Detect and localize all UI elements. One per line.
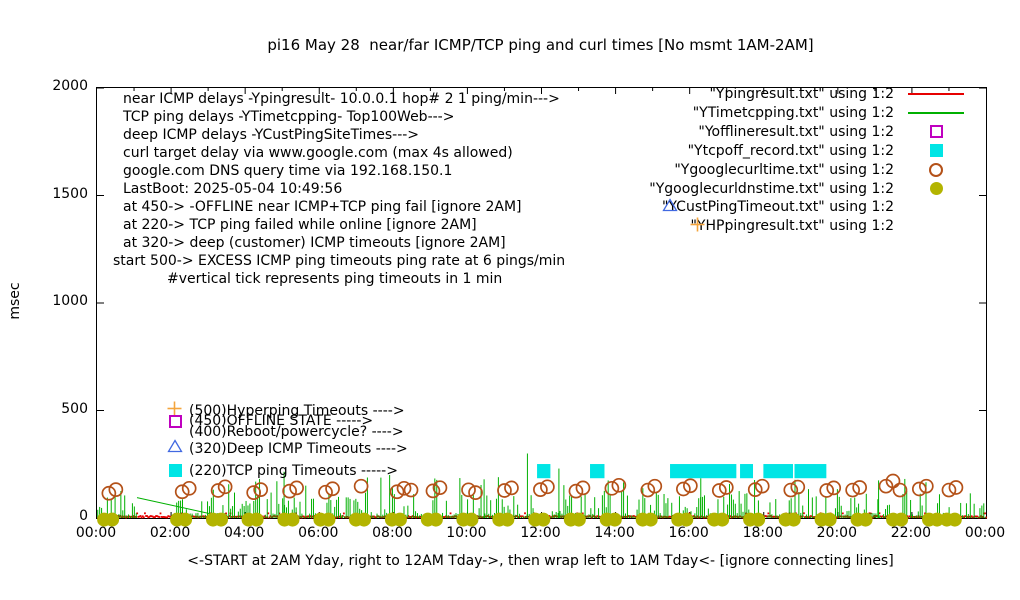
plus-orange-icon <box>167 401 182 415</box>
series-tcpoff-bars <box>537 464 827 479</box>
annotation-line: deep ICMP delays -YCustPingSiteTimes---> <box>123 127 420 143</box>
triangle-open-blue-icon <box>167 439 183 453</box>
legend-glyph-cell <box>906 93 966 95</box>
annotation-line: curl target delay via www.google.com (ma… <box>123 145 513 161</box>
y-tick-label: 1000 <box>52 293 88 309</box>
legend-glyph-cell <box>906 182 966 195</box>
marker-label-row: (220)TCP ping Timeouts -----> <box>167 461 398 481</box>
x-tick-label: 02:00 <box>149 525 191 541</box>
legend-label: "YTimetcpping.txt" using 1:2 <box>692 104 894 121</box>
plot-area: near ICMP delays -Ypingresult- 10.0.0.1 … <box>96 85 988 527</box>
legend-row: "YTimetcpping.txt" using 1:2 <box>693 103 966 122</box>
legend-label: "Ypingresult.txt" using 1:2 <box>709 86 894 102</box>
annotation-line: at 450-> -OFFLINE near ICMP+TCP ping fai… <box>123 199 522 215</box>
marker-label-text: (450)OFFLINE STATE -----> <box>189 413 374 430</box>
x-tick-label: 14:00 <box>594 525 635 541</box>
legend-glyph-cell <box>906 144 966 158</box>
annotation-line: google.com DNS query time via 192.168.15… <box>123 163 453 179</box>
circle-open-darkorange-icon <box>929 162 943 177</box>
marker-label-text: (320)Deep ICMP Timeouts ----> <box>189 441 408 458</box>
marker-label-row: (500)Hyperping Timeouts ----> <box>167 401 405 421</box>
x-tick-label: 20:00 <box>816 525 857 541</box>
legend-label: "YCustPingTimeout.txt" using 1:2 <box>661 199 894 216</box>
square-filled-cyan-icon <box>168 464 182 478</box>
y-tick-label: 0 <box>79 508 88 524</box>
legend-glyph-cell <box>906 125 966 139</box>
series-google-dns-dots <box>97 512 962 527</box>
legend-glyph-cell <box>906 111 966 114</box>
marker-glyph-cell <box>167 426 183 439</box>
legend-row: "YHPpingresult.txt" using 1:2 <box>690 217 966 236</box>
legend-row: "Ypingresult.txt" using 1:2 <box>709 85 966 104</box>
square-open-magenta-icon <box>929 125 943 139</box>
annotation-line: at 320-> deep (customer) ICMP timeouts [… <box>123 235 506 251</box>
line-green-icon <box>908 111 964 114</box>
circle-filled-olive-icon <box>929 182 943 195</box>
marker-label-row: (450)OFFLINE STATE -----> <box>167 411 373 431</box>
legend-label: "YHPpingresult.txt" using 1:2 <box>690 218 894 235</box>
chart-title: pi16 May 28 near/far ICMP/TCP ping and c… <box>267 36 814 54</box>
x-tick-label: 18:00 <box>742 525 783 541</box>
x-tick-label: 06:00 <box>298 525 339 541</box>
legend-row: "YCustPingTimeout.txt" using 1:2 <box>662 198 966 217</box>
x-tick-label: 00:00 <box>964 525 1006 541</box>
plus-orange-icon <box>690 217 705 232</box>
legend-row: "Ygooglecurldnstime.txt" using 1:2 <box>649 179 966 198</box>
y-tick-label: 1500 <box>52 185 88 202</box>
legend-row: "Ygooglecurltime.txt" using 1:2 <box>674 160 966 179</box>
legend-label: "Ytcpoff_record.txt" using 1:2 <box>687 142 894 159</box>
marker-label-row: (400)Reboot/powercycle? ----> <box>167 422 404 442</box>
x-tick-label: 12:00 <box>520 525 561 541</box>
square-open-magenta-icon <box>168 414 182 428</box>
legend-label: "Yofflineresult.txt" using 1:2 <box>698 123 894 140</box>
y-tick-label: 2000 <box>52 78 88 94</box>
x-tick-label: 22:00 <box>890 525 932 541</box>
annotation-line: #vertical tick represents ping timeouts … <box>167 271 503 287</box>
x-tick-label: 04:00 <box>223 525 265 541</box>
x-tick-label: 00:00 <box>75 525 117 541</box>
marker-label-text: (220)TCP ping Timeouts -----> <box>189 462 398 479</box>
annotation-line: near ICMP delays -Ypingresult- 10.0.0.1 … <box>123 91 560 107</box>
marker-label-text: (400)Reboot/powercycle? ----> <box>189 424 404 440</box>
triangle-open-blue-icon <box>662 198 678 212</box>
x-tick-label: 16:00 <box>668 525 709 541</box>
line-red-icon <box>908 93 964 95</box>
series-google-curl-circles <box>101 473 964 501</box>
plot-canvas <box>97 87 988 527</box>
marker-glyph-cell <box>167 414 183 428</box>
x-tick-label: 10:00 <box>446 525 487 541</box>
marker-glyph-cell <box>167 464 183 478</box>
no-marker <box>169 426 182 439</box>
legend-label: "Ygooglecurldnstime.txt" using 1:2 <box>649 180 894 197</box>
y-axis-label: msec <box>7 282 23 320</box>
legend-label: "Ygooglecurltime.txt" using 1:2 <box>674 161 894 178</box>
marker-label-row: (320)Deep ICMP Timeouts ----> <box>167 439 408 459</box>
y-tick-label: 500 <box>61 400 88 417</box>
legend-row: "Yofflineresult.txt" using 1:2 <box>698 122 966 141</box>
x-tick-label: 08:00 <box>372 525 413 541</box>
square-filled-cyan-icon <box>929 144 943 158</box>
x-axis-caption: <-START at 2AM Yday, right to 12AM Tday-… <box>187 553 894 569</box>
legend-glyph-cell <box>906 162 966 177</box>
marker-label-text: (500)Hyperping Timeouts ----> <box>189 402 405 419</box>
annotation-line: TCP ping delays -YTimetcpping- Top100Web… <box>123 109 455 125</box>
annotation-line: at 220-> TCP ping failed while online [i… <box>123 217 477 233</box>
legend-row: "Ytcpoff_record.txt" using 1:2 <box>688 141 966 160</box>
annotation-line: LastBoot: 2025-05-04 10:49:56 <box>123 181 343 197</box>
annotation-line: start 500-> EXCESS ICMP ping timeouts pi… <box>113 253 566 269</box>
